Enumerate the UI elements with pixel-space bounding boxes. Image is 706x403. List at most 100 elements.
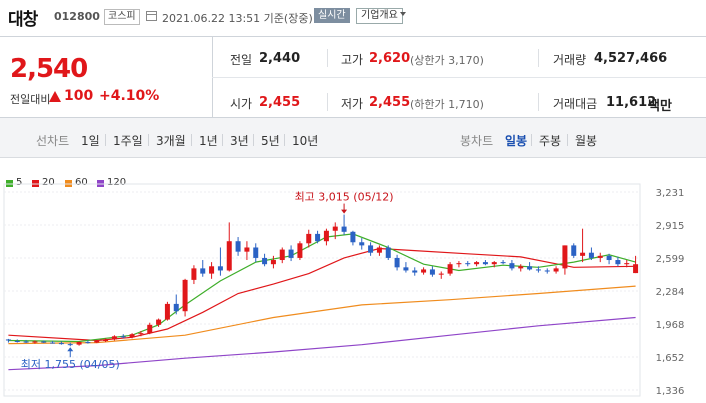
change-percent: +4.10%	[99, 88, 160, 104]
low-arrow-head	[67, 347, 74, 352]
y-tick-label: 2,915	[656, 221, 685, 232]
low-annotation: 최저 1,755 (04/05)	[21, 358, 120, 371]
candle-body	[588, 252, 594, 258]
open-value: 2,455	[259, 95, 301, 110]
candle-body	[164, 303, 170, 320]
candle-body	[14, 340, 20, 342]
amount-unit: 백만	[648, 99, 672, 114]
candle-body	[553, 268, 559, 272]
candle-chart-label: 봉차트	[460, 134, 494, 148]
ma5-line	[8, 233, 636, 343]
amount-label: 거래대금	[553, 97, 598, 111]
period-1y[interactable]: 1년	[199, 134, 218, 148]
y-tick-label: 1,652	[656, 353, 685, 364]
candle-body	[5, 339, 11, 341]
company-overview-dropdown[interactable]: 기업개요	[356, 8, 403, 24]
high-arrow-head	[341, 209, 348, 214]
low-value: 2,455	[369, 95, 411, 110]
divider	[531, 134, 532, 146]
period-3m[interactable]: 3개월	[156, 134, 186, 148]
candle-body	[76, 342, 82, 345]
candle-body	[624, 263, 630, 265]
candle-body	[535, 269, 541, 271]
realtime-button[interactable]: 실시간	[314, 8, 350, 23]
candle-body	[138, 333, 144, 335]
candle-body	[615, 260, 621, 265]
timestamp: 2021.06.22 13:51 기준(장중)	[162, 12, 313, 25]
candle-body	[315, 233, 321, 242]
calendar-icon	[146, 11, 157, 21]
y-tick-label: 1,336	[656, 386, 685, 397]
candle-body	[368, 245, 374, 253]
current-price: 2,540	[10, 54, 88, 84]
candle-body	[474, 262, 480, 265]
y-tick-label: 1,968	[656, 320, 685, 331]
candle-body	[85, 342, 91, 344]
ma60-line	[8, 285, 636, 345]
legend-label-120: 120	[107, 177, 127, 188]
high-label: 고가	[341, 53, 364, 67]
period-3y[interactable]: 3년	[230, 134, 249, 148]
candle-body	[597, 255, 603, 258]
period-1d[interactable]: 1일	[81, 134, 100, 148]
candle-body	[306, 233, 312, 244]
period-10y[interactable]: 10년	[292, 134, 319, 148]
low-label: 저가	[341, 97, 364, 111]
candle-body	[217, 266, 223, 271]
divider	[327, 93, 328, 111]
candle-body	[332, 226, 338, 231]
candle-body	[562, 245, 568, 269]
divider	[222, 134, 223, 146]
candle-body	[244, 247, 250, 252]
legend-label-5: 5	[16, 177, 23, 188]
period-weekly[interactable]: 주봉	[539, 134, 562, 148]
prev-close-label: 전일	[230, 53, 253, 67]
ma20-line	[8, 247, 636, 342]
candle-body	[226, 241, 232, 271]
lower-limit: (하한가 1,710)	[410, 98, 484, 111]
candle-body	[509, 263, 515, 269]
candle-body	[279, 249, 285, 261]
period-daily[interactable]: 일봉	[505, 134, 528, 148]
candle-body	[288, 249, 294, 258]
candle-body	[571, 245, 577, 256]
period-bar	[0, 118, 706, 158]
market-badge: 코스피	[104, 9, 140, 25]
candle-body	[633, 264, 639, 274]
quote-panel	[0, 36, 706, 118]
stock-code: 012800	[54, 10, 100, 23]
candle-body	[421, 269, 427, 273]
candle-body	[544, 270, 550, 272]
divider	[567, 134, 568, 146]
candle-body	[253, 247, 259, 258]
prev-close-value: 2,440	[259, 51, 301, 66]
legend-label-20: 20	[42, 177, 55, 188]
y-tick-label: 2,599	[656, 254, 685, 265]
divider	[105, 134, 106, 146]
candle-body	[412, 270, 418, 273]
candle-body	[350, 231, 356, 243]
amount-value: 11,612	[606, 95, 657, 110]
chevron-down-icon[interactable]	[400, 12, 406, 16]
candle-body	[58, 343, 64, 345]
candle-body	[147, 324, 153, 334]
divider	[538, 49, 539, 67]
candle-body	[491, 262, 497, 265]
divider	[253, 134, 254, 146]
stock-name: 대창	[8, 10, 38, 30]
candle-body	[323, 230, 329, 242]
volume-label: 거래량	[553, 53, 587, 67]
candle-body	[482, 262, 488, 265]
candle-body	[120, 336, 126, 338]
period-monthly[interactable]: 월봉	[575, 134, 598, 148]
change-value: 100	[64, 88, 94, 104]
candle-body	[235, 241, 241, 252]
candle-body	[341, 226, 347, 232]
change-label: 전일대비	[10, 93, 51, 106]
period-1w[interactable]: 1주일	[113, 134, 143, 148]
candle-body	[32, 341, 38, 343]
candle-body	[359, 242, 365, 246]
period-5y[interactable]: 5년	[261, 134, 280, 148]
up-arrow-icon	[49, 91, 61, 102]
